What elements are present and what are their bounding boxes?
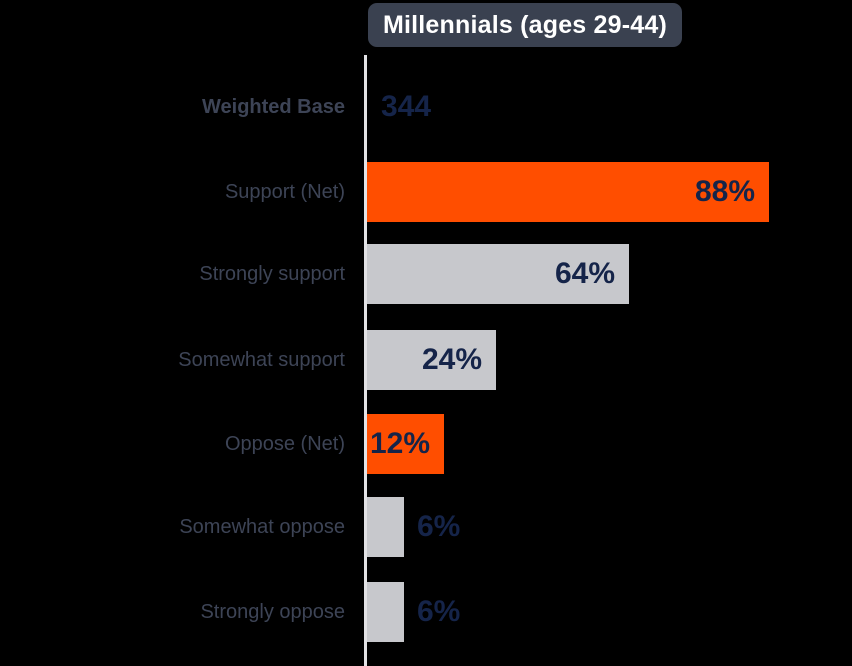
value-label-strongly-oppose: 6% [417, 595, 461, 628]
value-label-somewhat-support: 24% [421, 343, 482, 376]
category-label-oppose-net: Oppose (Net) [224, 433, 345, 455]
tab-millennials[interactable]: Millennials (ages 29-44) [368, 3, 682, 47]
bar-strongly-support [367, 244, 629, 304]
bar-somewhat-oppose [367, 497, 404, 557]
value-label-support-net: 88% [694, 175, 755, 208]
bar-somewhat-support [367, 330, 496, 390]
value-label-strongly-support: 64% [554, 257, 615, 290]
category-label-support-net: Support (Net) [224, 181, 345, 203]
tab-label: Millennials (ages 29-44) [382, 10, 668, 39]
value-label-oppose-net: 12% [369, 427, 430, 460]
bar-strongly-oppose [367, 582, 404, 642]
bar-oppose-net [367, 414, 444, 474]
category-label-strongly-oppose: Strongly oppose [200, 601, 345, 623]
weighted-base-label: Weighted Base [202, 96, 345, 118]
bar-support-net [367, 162, 769, 222]
value-label-somewhat-oppose: 6% [417, 510, 461, 543]
category-label-strongly-support: Strongly support [199, 263, 345, 285]
weighted-base-value: 344 [381, 90, 432, 123]
category-label-somewhat-support: Somewhat support [178, 349, 345, 371]
axis-line [364, 55, 367, 666]
category-label-somewhat-oppose: Somewhat oppose [179, 516, 345, 538]
